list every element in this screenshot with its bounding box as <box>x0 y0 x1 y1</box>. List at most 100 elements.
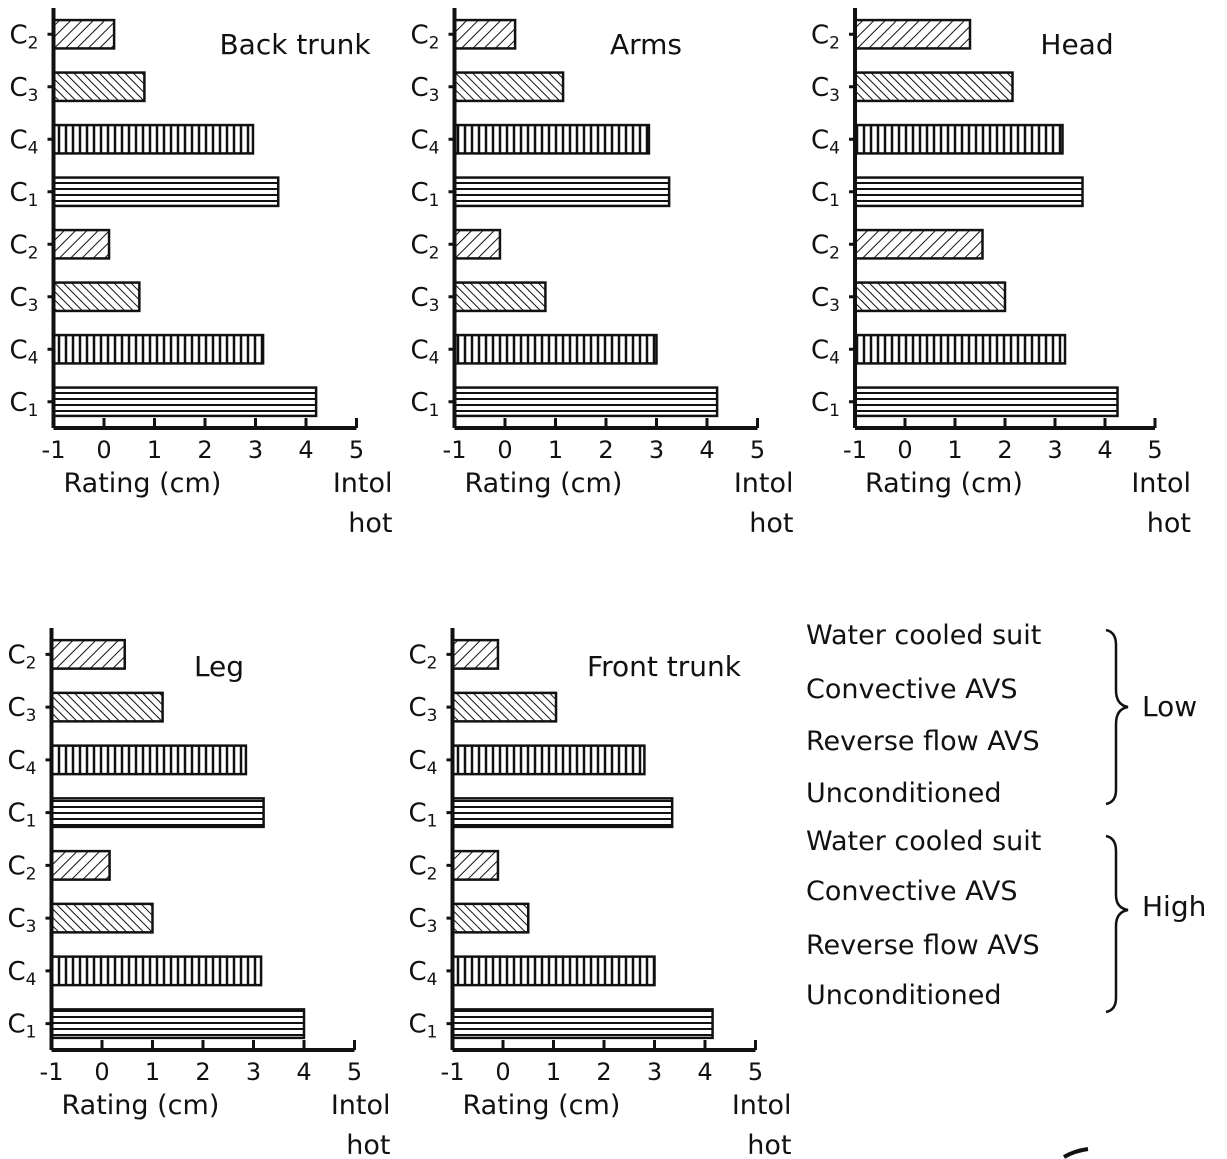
category-label: C2 <box>409 640 438 673</box>
bar-c3-6 <box>52 281 141 313</box>
category-label: C1 <box>811 178 840 211</box>
legend-low-item-3: Reverse flow AVS <box>806 726 1040 757</box>
x-axis-end-label: Intol <box>732 1090 792 1121</box>
bar-c4-7 <box>50 955 263 987</box>
x-tick-label: 1 <box>147 436 162 464</box>
bar-c2-5 <box>453 228 502 260</box>
x-axis-end-label: hot <box>749 508 793 539</box>
bar-c1-4 <box>52 176 280 208</box>
x-axis-end-label: Intol <box>1131 468 1191 499</box>
legend-high-item-3: Reverse flow AVS <box>806 930 1040 961</box>
x-tick-label: -1 <box>42 436 66 464</box>
bar-c1-4 <box>853 176 1084 208</box>
category-label: C2 <box>411 20 440 53</box>
bar-c4-7 <box>451 955 656 987</box>
category-label: C4 <box>10 335 39 368</box>
category-label: C4 <box>411 335 440 368</box>
category-label: C2 <box>8 640 37 673</box>
bar-c1-8 <box>453 386 719 418</box>
x-axis-end-label: hot <box>1147 508 1191 539</box>
bar-c4-3 <box>50 744 248 776</box>
legend-high-item-2: Convective AVS <box>806 876 1018 907</box>
legend-low-item-1: Water cooled suit <box>806 620 1042 651</box>
x-axis-end-label: Intol <box>331 1090 391 1121</box>
x-tick-label: 4 <box>699 436 714 464</box>
x-axis-label: Rating (cm) <box>465 468 623 499</box>
category-label: C4 <box>409 746 438 779</box>
category-label: C2 <box>411 230 440 263</box>
bar-c1-4 <box>451 797 674 829</box>
x-tick-label: 3 <box>1047 436 1062 464</box>
bar-c2-1 <box>453 18 517 50</box>
bar-c2-5 <box>50 849 111 881</box>
legend-high-item-1: Water cooled suit <box>806 826 1042 857</box>
legend-low-item-2: Convective AVS <box>806 674 1018 705</box>
bar-c3-6 <box>451 902 530 934</box>
x-tick-label: 1 <box>947 436 962 464</box>
bar-c4-7 <box>52 333 265 365</box>
legend-high-item-4: Unconditioned <box>806 980 1002 1011</box>
category-label: C1 <box>409 1010 438 1043</box>
panel-title: Front trunk <box>587 650 742 683</box>
category-label: C4 <box>8 746 37 779</box>
category-label: C2 <box>10 230 39 263</box>
category-label: C1 <box>811 388 840 421</box>
category-label: C4 <box>409 957 438 990</box>
x-tick-label: 4 <box>298 436 313 464</box>
category-label: C3 <box>811 73 840 106</box>
category-label: C3 <box>409 693 438 726</box>
category-label: C4 <box>811 335 840 368</box>
x-tick-label: 1 <box>548 436 563 464</box>
x-axis-end-label: hot <box>747 1130 791 1159</box>
bar-c4-7 <box>453 333 658 365</box>
bar-c2-5 <box>853 228 984 260</box>
bar-c2-1 <box>50 638 126 670</box>
bar-c1-8 <box>50 1008 306 1040</box>
bar-c3-6 <box>50 902 154 934</box>
legend-group-low: Low <box>1142 690 1198 723</box>
bar-c3-6 <box>853 281 1007 313</box>
x-axis-label: Rating (cm) <box>64 468 222 499</box>
x-axis-label: Rating (cm) <box>62 1090 220 1121</box>
bar-c3-2 <box>50 691 164 723</box>
category-label: C1 <box>411 178 440 211</box>
x-tick-label: -1 <box>843 436 867 464</box>
legend-low-item-4: Unconditioned <box>806 778 1002 809</box>
category-label: C2 <box>811 230 840 263</box>
category-label: C4 <box>411 125 440 158</box>
x-axis-end-label: Intol <box>734 468 794 499</box>
x-tick-label: 4 <box>697 1058 712 1086</box>
category-label: C3 <box>10 73 39 106</box>
x-tick-label: -1 <box>443 436 467 464</box>
bar-c1-8 <box>853 386 1119 418</box>
legend-group-high: High <box>1142 890 1207 923</box>
x-tick-label: 5 <box>1147 436 1162 464</box>
bar-c1-4 <box>50 797 265 829</box>
x-tick-label: 4 <box>296 1058 311 1086</box>
panel-title: Head <box>1040 28 1113 61</box>
category-label: C2 <box>409 851 438 884</box>
bar-c4-3 <box>451 744 646 776</box>
x-tick-label: 3 <box>649 436 664 464</box>
x-tick-label: 1 <box>145 1058 160 1086</box>
category-label: C2 <box>8 851 37 884</box>
x-tick-label: 2 <box>596 1058 611 1086</box>
category-label: C1 <box>10 178 39 211</box>
category-label: C4 <box>10 125 39 158</box>
x-axis-end-label: hot <box>348 508 392 539</box>
x-tick-label: 5 <box>347 1058 362 1086</box>
bar-c1-4 <box>453 176 671 208</box>
bar-c2-1 <box>853 18 972 50</box>
x-tick-label: 3 <box>647 1058 662 1086</box>
x-tick-label: -1 <box>40 1058 64 1086</box>
category-label: C2 <box>811 20 840 53</box>
category-label: C1 <box>411 388 440 421</box>
category-label: C1 <box>8 799 37 832</box>
category-label: C4 <box>8 957 37 990</box>
x-tick-label: 3 <box>248 436 263 464</box>
x-tick-label: 0 <box>96 436 111 464</box>
